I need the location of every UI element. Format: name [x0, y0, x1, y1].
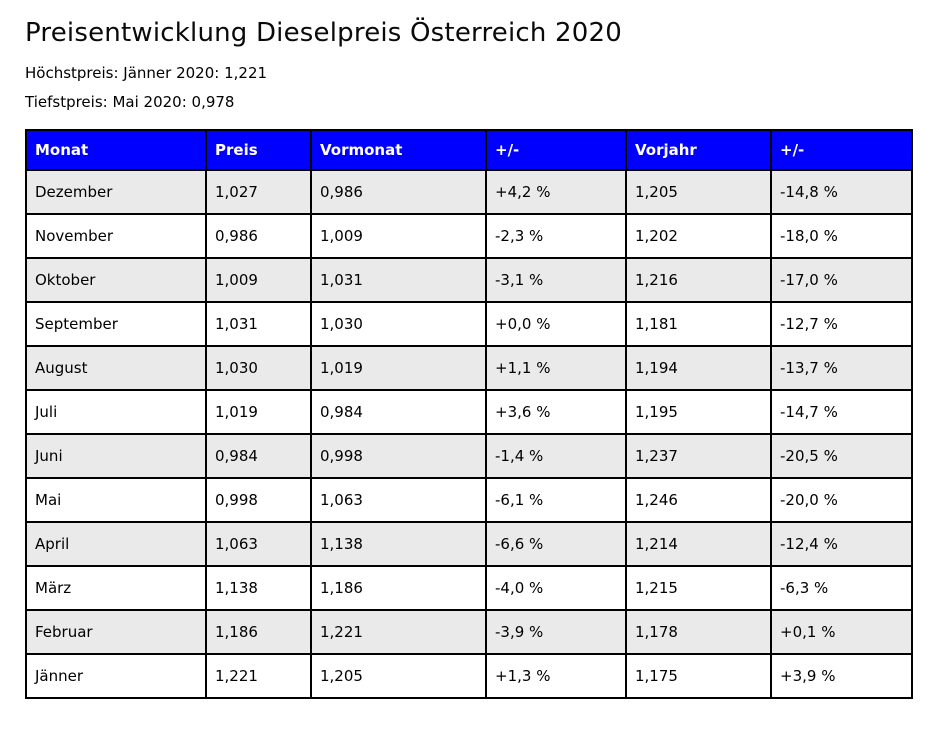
- column-header-preis: Preis: [205, 129, 312, 171]
- cell-vormonat: 1,138: [310, 521, 487, 567]
- cell-vormonat: 0,984: [310, 389, 487, 435]
- table-row: September 1,031 1,030 +0,0 % 1,181 -12,7 %: [25, 301, 913, 347]
- cell-vormonat: 0,986: [310, 169, 487, 215]
- cell-vorjahr: 1,205: [625, 169, 772, 215]
- table-row: März 1,138 1,186 -4,0 % 1,215 -6,3 %: [25, 565, 913, 611]
- column-header-vorjahr: Vorjahr: [625, 129, 772, 171]
- cell-vormonat: 1,205: [310, 653, 487, 699]
- cell-plusminus-vorjahr: -20,5 %: [770, 433, 913, 479]
- cell-plusminus-vormonat: +0,0 %: [485, 301, 627, 347]
- cell-vorjahr: 1,175: [625, 653, 772, 699]
- cell-vorjahr: 1,194: [625, 345, 772, 391]
- column-header-plusminus-vorjahr: +/-: [770, 129, 913, 171]
- cell-monat: Februar: [25, 609, 207, 655]
- cell-vormonat: 1,019: [310, 345, 487, 391]
- cell-plusminus-vorjahr: -12,4 %: [770, 521, 913, 567]
- cell-preis: 1,186: [205, 609, 312, 655]
- highest-price-line: Höchstpreis: Jänner 2020: 1,221: [25, 64, 268, 82]
- diesel-price-table: Monat Preis Vormonat +/- Vorjahr +/- Dez…: [25, 129, 913, 699]
- cell-plusminus-vormonat: -3,1 %: [485, 257, 627, 303]
- cell-preis: 0,984: [205, 433, 312, 479]
- cell-plusminus-vorjahr: -14,7 %: [770, 389, 913, 435]
- cell-vorjahr: 1,181: [625, 301, 772, 347]
- cell-monat: Mai: [25, 477, 207, 523]
- cell-monat: April: [25, 521, 207, 567]
- column-header-monat: Monat: [25, 129, 207, 171]
- cell-preis: 1,027: [205, 169, 312, 215]
- cell-preis: 1,221: [205, 653, 312, 699]
- cell-vorjahr: 1,202: [625, 213, 772, 259]
- column-header-vormonat: Vormonat: [310, 129, 487, 171]
- cell-monat: August: [25, 345, 207, 391]
- table-header-row: Monat Preis Vormonat +/- Vorjahr +/-: [25, 129, 913, 171]
- cell-preis: 0,998: [205, 477, 312, 523]
- cell-vormonat: 1,186: [310, 565, 487, 611]
- cell-plusminus-vormonat: -6,1 %: [485, 477, 627, 523]
- cell-monat: Dezember: [25, 169, 207, 215]
- cell-monat: Juli: [25, 389, 207, 435]
- page-title: Preisentwicklung Dieselpreis Österreich …: [25, 18, 622, 48]
- table-row: Juni 0,984 0,998 -1,4 % 1,237 -20,5 %: [25, 433, 913, 479]
- cell-vorjahr: 1,214: [625, 521, 772, 567]
- table-row: Februar 1,186 1,221 -3,9 % 1,178 +0,1 %: [25, 609, 913, 655]
- cell-plusminus-vormonat: +4,2 %: [485, 169, 627, 215]
- cell-monat: November: [25, 213, 207, 259]
- table-row: Mai 0,998 1,063 -6,1 % 1,246 -20,0 %: [25, 477, 913, 523]
- cell-plusminus-vorjahr: -12,7 %: [770, 301, 913, 347]
- table-row: Dezember 1,027 0,986 +4,2 % 1,205 -14,8 %: [25, 169, 913, 215]
- cell-plusminus-vorjahr: -6,3 %: [770, 565, 913, 611]
- table-row: Juli 1,019 0,984 +3,6 % 1,195 -14,7 %: [25, 389, 913, 435]
- cell-preis: 1,009: [205, 257, 312, 303]
- cell-plusminus-vormonat: +3,6 %: [485, 389, 627, 435]
- cell-monat: Jänner: [25, 653, 207, 699]
- table-row: August 1,030 1,019 +1,1 % 1,194 -13,7 %: [25, 345, 913, 391]
- cell-plusminus-vorjahr: +3,9 %: [770, 653, 913, 699]
- cell-plusminus-vorjahr: -17,0 %: [770, 257, 913, 303]
- cell-plusminus-vormonat: -2,3 %: [485, 213, 627, 259]
- table-row: November 0,986 1,009 -2,3 % 1,202 -18,0 %: [25, 213, 913, 259]
- cell-plusminus-vormonat: -4,0 %: [485, 565, 627, 611]
- cell-vormonat: 1,221: [310, 609, 487, 655]
- cell-plusminus-vormonat: +1,3 %: [485, 653, 627, 699]
- cell-vormonat: 1,030: [310, 301, 487, 347]
- cell-monat: Oktober: [25, 257, 207, 303]
- cell-vorjahr: 1,178: [625, 609, 772, 655]
- table-row: Jänner 1,221 1,205 +1,3 % 1,175 +3,9 %: [25, 653, 913, 699]
- table-row: Oktober 1,009 1,031 -3,1 % 1,216 -17,0 %: [25, 257, 913, 303]
- cell-preis: 1,030: [205, 345, 312, 391]
- table-body: Dezember 1,027 0,986 +4,2 % 1,205 -14,8 % Nove…: [25, 169, 913, 699]
- cell-vorjahr: 1,237: [625, 433, 772, 479]
- cell-monat: Juni: [25, 433, 207, 479]
- cell-preis: 1,031: [205, 301, 312, 347]
- cell-plusminus-vorjahr: -18,0 %: [770, 213, 913, 259]
- cell-vorjahr: 1,246: [625, 477, 772, 523]
- cell-plusminus-vorjahr: +0,1 %: [770, 609, 913, 655]
- cell-plusminus-vormonat: -3,9 %: [485, 609, 627, 655]
- table-row: April 1,063 1,138 -6,6 % 1,214 -12,4 %: [25, 521, 913, 567]
- cell-vormonat: 0,998: [310, 433, 487, 479]
- column-header-plusminus-vormonat: +/-: [485, 129, 627, 171]
- cell-preis: 1,019: [205, 389, 312, 435]
- cell-plusminus-vormonat: -6,6 %: [485, 521, 627, 567]
- cell-monat: März: [25, 565, 207, 611]
- page: Preisentwicklung Dieselpreis Österreich …: [25, 18, 913, 699]
- cell-vormonat: 1,031: [310, 257, 487, 303]
- cell-vormonat: 1,009: [310, 213, 487, 259]
- cell-plusminus-vorjahr: -13,7 %: [770, 345, 913, 391]
- cell-plusminus-vorjahr: -14,8 %: [770, 169, 913, 215]
- cell-vormonat: 1,063: [310, 477, 487, 523]
- cell-monat: September: [25, 301, 207, 347]
- cell-plusminus-vormonat: -1,4 %: [485, 433, 627, 479]
- cell-plusminus-vormonat: +1,1 %: [485, 345, 627, 391]
- cell-preis: 1,138: [205, 565, 312, 611]
- cell-plusminus-vorjahr: -20,0 %: [770, 477, 913, 523]
- cell-vorjahr: 1,216: [625, 257, 772, 303]
- cell-preis: 0,986: [205, 213, 312, 259]
- cell-vorjahr: 1,215: [625, 565, 772, 611]
- cell-vorjahr: 1,195: [625, 389, 772, 435]
- lowest-price-line: Tiefstpreis: Mai 2020: 0,978: [25, 93, 235, 111]
- cell-preis: 1,063: [205, 521, 312, 567]
